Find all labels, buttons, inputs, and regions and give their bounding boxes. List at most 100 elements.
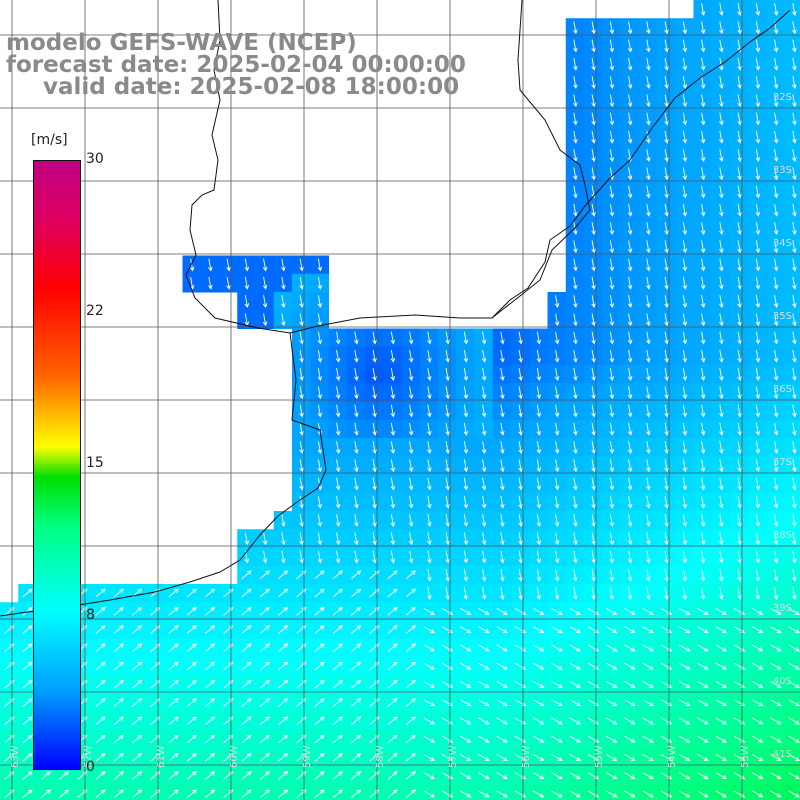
wind-arrow	[390, 532, 396, 546]
wind-arrow	[627, 240, 633, 254]
wind-arrow	[700, 94, 706, 108]
wind-arrow	[737, 441, 742, 454]
wind-arrow	[682, 313, 688, 327]
wind-arrow	[259, 734, 270, 744]
wind-arrow	[95, 625, 106, 634]
wind-speed-cell	[784, 310, 800, 329]
wind-arrow	[314, 716, 325, 726]
wind-arrow	[387, 661, 398, 671]
wind-arrow	[788, 735, 800, 743]
wind-arrow	[719, 550, 724, 564]
wind-arrow	[536, 459, 542, 473]
wind-arrow	[314, 734, 325, 744]
wind-arrow	[95, 752, 106, 762]
wind-arrow	[518, 441, 523, 454]
wind-arrow	[573, 130, 578, 144]
wind-arrow	[700, 587, 706, 600]
wind-arrow	[532, 717, 545, 725]
wind-arrow	[204, 698, 216, 707]
wind-arrow	[573, 477, 578, 491]
wind-arrow	[408, 368, 414, 381]
wind-arrow	[792, 3, 797, 16]
wind-speed-cell	[784, 675, 800, 694]
longitude-label: 57W	[448, 745, 459, 768]
wind-arrow	[518, 477, 523, 491]
wind-arrow	[792, 404, 797, 418]
wind-arrow	[131, 789, 143, 799]
wind-arrow	[496, 735, 508, 743]
wind-arrow	[317, 550, 323, 564]
wind-arrow	[463, 459, 469, 473]
wind-arrow	[554, 495, 560, 509]
wind-arrow	[131, 734, 143, 744]
wind-speed-cell	[784, 419, 800, 439]
wind-arrow	[609, 404, 615, 418]
wind-arrow	[423, 680, 435, 688]
model-title: modelo GEFS-WAVE (NCEP)	[6, 30, 357, 56]
wind-arrow	[481, 386, 487, 400]
wind-arrow	[609, 313, 615, 327]
wind-arrow	[700, 167, 706, 181]
wind-arrow	[627, 222, 633, 235]
wind-arrow	[387, 698, 398, 707]
wind-arrow	[335, 550, 341, 564]
wind-arrow	[609, 568, 615, 582]
wind-arrow	[350, 606, 362, 616]
wind-arrow	[459, 772, 472, 780]
wind-arrow	[95, 606, 106, 616]
wind-arrow	[770, 753, 782, 761]
wind-arrow	[609, 276, 615, 290]
wind-arrow	[481, 568, 487, 582]
wind-arrow	[423, 735, 435, 743]
wind-arrow	[427, 368, 432, 381]
wind-arrow	[332, 625, 343, 634]
wind-arrow	[281, 532, 286, 546]
wind-arrow	[715, 735, 727, 743]
wind-arrow	[792, 368, 797, 381]
wind-arrow	[408, 386, 414, 400]
wind-arrow	[259, 643, 270, 653]
wind-arrow	[518, 532, 523, 546]
wind-arrow	[113, 734, 124, 744]
latitude-label: 35S	[773, 311, 792, 322]
wind-arrow	[277, 661, 289, 671]
wind-arrow	[609, 94, 615, 108]
wind-arrow	[459, 735, 472, 743]
coastline-south	[0, 332, 327, 617]
wind-arrow	[573, 550, 578, 564]
wind-arrow	[646, 295, 651, 308]
wind-arrow	[299, 441, 304, 454]
wind-arrow	[299, 459, 304, 473]
wind-arrow	[332, 679, 343, 689]
wind-arrow	[664, 76, 669, 89]
wind-arrow	[532, 735, 545, 743]
wind-arrow	[700, 514, 706, 527]
wind-arrow	[423, 644, 435, 652]
wind-arrow	[405, 588, 416, 598]
wind-arrow	[408, 477, 414, 491]
wind-arrow	[332, 606, 343, 616]
wind-arrow	[755, 331, 761, 345]
wind-arrow	[500, 587, 505, 600]
wind-arrow	[554, 514, 560, 527]
colorbar	[33, 160, 81, 770]
wind-arrow	[700, 477, 706, 491]
wind-arrow	[463, 532, 469, 546]
wind-arrow	[788, 607, 800, 615]
wind-speed-cell	[565, 784, 585, 800]
wind-arrow	[664, 130, 669, 144]
wind-arrow	[627, 477, 633, 491]
wind-arrow	[719, 422, 724, 436]
wind-arrow	[664, 295, 669, 308]
wind-arrow	[113, 606, 124, 616]
wind-arrow	[536, 386, 542, 400]
wind-arrow	[773, 386, 779, 400]
wind-arrow	[423, 717, 435, 725]
wind-arrow	[609, 368, 615, 381]
wind-speed-cell	[784, 237, 800, 256]
wind-arrow	[281, 550, 286, 564]
wind-arrow	[208, 276, 213, 290]
wind-arrow	[682, 587, 688, 600]
wind-arrow	[335, 495, 341, 509]
